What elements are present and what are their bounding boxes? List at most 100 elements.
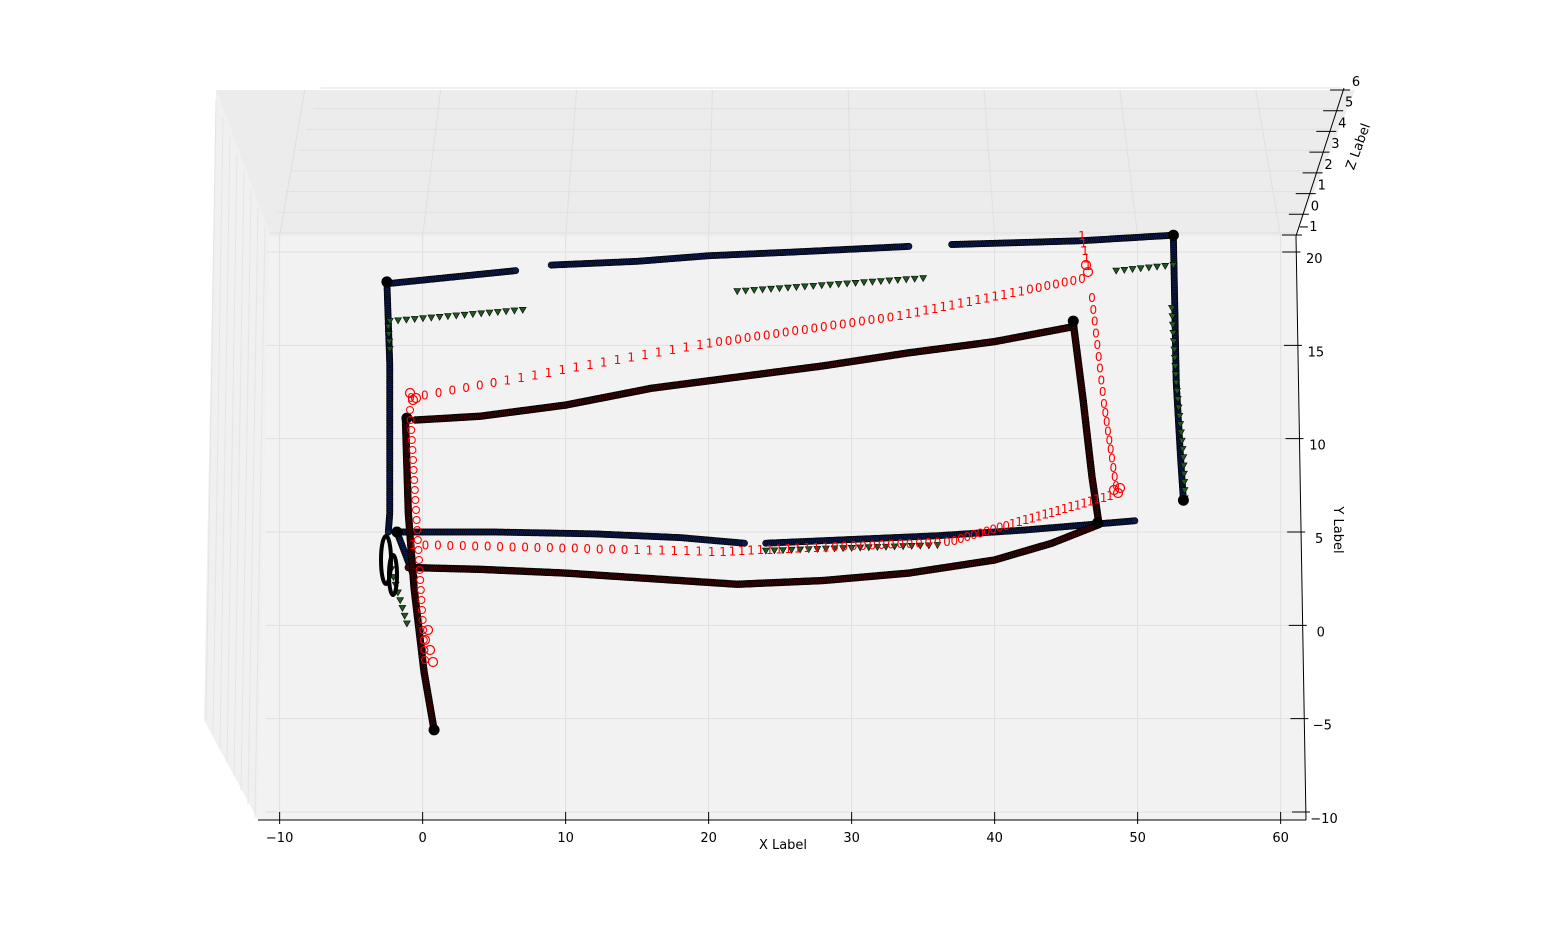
right-binary-char: 0 (1104, 424, 1112, 438)
bottom-binary-char: 0 (559, 541, 567, 555)
green-triangle (1178, 446, 1187, 454)
top-binary-char: 0 (830, 319, 838, 333)
green-triangle (767, 285, 775, 293)
z-tick-label: 2 (1324, 158, 1332, 173)
bottom-binary-char: 1 (1100, 491, 1108, 505)
bottom-binary-char: 1 (757, 543, 765, 557)
green-triangle (1170, 346, 1179, 354)
green-triangle (419, 315, 427, 323)
green-triangle (817, 282, 826, 290)
side-grid-line (205, 99, 217, 721)
top-binary-char: 0 (462, 381, 470, 395)
bottom-binary-char: 1 (1067, 500, 1075, 514)
green-triangle (787, 546, 796, 554)
corner-post (381, 276, 393, 288)
y-tick-label: 20 (1306, 252, 1323, 267)
top-binary-char: 1 (957, 297, 965, 311)
top-binary-char: 1 (531, 368, 539, 382)
green-triangle (758, 286, 767, 294)
top-binary-char: 1 (948, 298, 956, 312)
bottom-binary-char: 0 (484, 540, 492, 554)
green-triangle (1153, 263, 1161, 271)
top-binary-char: 1 (1009, 286, 1017, 300)
right-binary-char: 0 (1098, 373, 1106, 387)
bottom-binary-char: 0 (983, 524, 991, 538)
red-trail-circle (420, 646, 429, 654)
green-triangle (1180, 487, 1189, 495)
green-triangle (385, 346, 394, 354)
green-triangle (1177, 437, 1186, 445)
top-binary-char: 0 (734, 332, 742, 346)
top-binary-char: 0 (887, 310, 895, 324)
side-grid-line (247, 207, 259, 805)
data-marks (379, 229, 1189, 736)
green-triangle (427, 314, 436, 322)
bottom-binary-char: 1 (775, 542, 783, 556)
bottom-binary-char: 1 (1009, 517, 1017, 531)
top-binary-char: 0 (877, 312, 885, 326)
top-binary-char: 1 (1000, 288, 1008, 302)
x-grid-line-back (279, 89, 306, 237)
top-binary-char: 0 (868, 313, 876, 327)
green-triangle (1168, 313, 1177, 321)
z-tick-label: 3 (1331, 137, 1339, 152)
side-grid-line (212, 117, 224, 735)
bottom-binary-char: 1 (785, 542, 793, 556)
green-triangle (402, 316, 411, 324)
corner-binary-char: 1 (1081, 244, 1089, 258)
bottom-binary-char: 0 (534, 541, 542, 555)
green-triangle (899, 543, 908, 551)
x-grid-line-back (565, 89, 578, 237)
green-triangle (1161, 262, 1170, 270)
red-trail-circle (419, 626, 428, 634)
navy-point (1131, 517, 1139, 525)
right-binary-char: 0 (1099, 385, 1107, 399)
z-tick-label: 5 (1345, 96, 1353, 111)
red-trail-circle (407, 426, 416, 434)
green-triangle (796, 546, 805, 554)
bottom-binary-char: 0 (934, 536, 942, 550)
top-binary-char: 1 (669, 343, 677, 357)
red-trail-circle (418, 606, 426, 614)
bottom-binary-char: 1 (813, 541, 821, 555)
top-binary-char: 1 (983, 291, 991, 305)
green-triangle (830, 545, 839, 553)
x-grid-line-back (847, 89, 853, 237)
top-binary-char: 0 (1044, 279, 1052, 293)
green-triangle (502, 308, 511, 316)
bottom-binary-char: 1 (738, 544, 746, 558)
green-triangle (809, 282, 818, 290)
green-triangle (1175, 412, 1184, 420)
red-trail-circle (421, 656, 429, 664)
green-triangle (1169, 262, 1178, 270)
top-binary-char: 1 (572, 361, 580, 375)
green-triangle (856, 544, 865, 552)
y-tick-label: 0 (1317, 625, 1325, 640)
side-grid-line (233, 171, 245, 777)
z-tick-label: −1 (1298, 220, 1317, 235)
bottom-binary-char: 0 (915, 536, 923, 550)
red-marker-circle (427, 656, 439, 668)
top-binary-char: 0 (1052, 277, 1060, 291)
bottom-binary-char: 0 (434, 539, 442, 553)
green-triangle (1112, 267, 1121, 275)
bottom-binary-char: 1 (409, 538, 417, 552)
bottom-binary-char: 0 (896, 537, 904, 551)
bottom-binary-char: 1 (747, 544, 755, 558)
red-marker-circle (424, 644, 436, 656)
navy-point (905, 242, 913, 250)
bottom-binary-char: 0 (924, 536, 932, 550)
green-triangle (1136, 265, 1145, 273)
bottom-binary-char: 0 (868, 538, 876, 552)
top-binary-char: 1 (696, 338, 704, 352)
red-trail-circle (413, 536, 422, 544)
corner-binary-char: 1 (1080, 237, 1088, 251)
bottom-binary-char: 0 (841, 540, 849, 554)
green-triangle (741, 287, 750, 295)
top-binary-char: 0 (772, 327, 780, 341)
red-marker-circle (404, 387, 416, 399)
green-triangle (750, 287, 759, 295)
x-tick-label: 10 (557, 831, 574, 846)
